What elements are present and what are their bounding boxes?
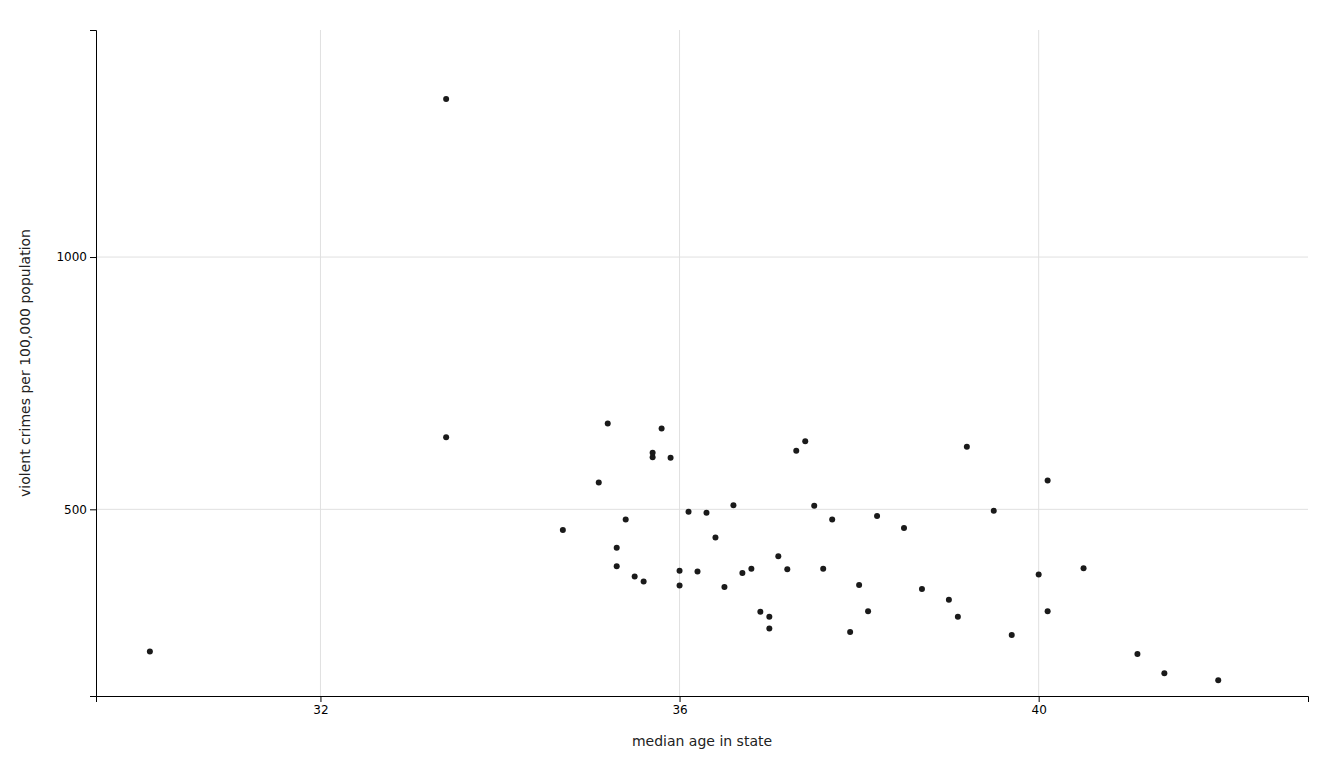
x-grid-line xyxy=(679,30,680,696)
point xyxy=(901,525,907,531)
point xyxy=(605,421,611,427)
point xyxy=(766,614,772,620)
point xyxy=(946,597,952,603)
point xyxy=(775,553,781,559)
point xyxy=(1045,478,1051,484)
x-axis-title: median age in state xyxy=(632,733,772,749)
y-tick: 500 xyxy=(64,503,96,517)
x-tick: 36 xyxy=(672,696,687,717)
x-grid-line xyxy=(320,30,321,696)
point xyxy=(1215,677,1221,683)
point xyxy=(721,584,727,590)
point xyxy=(919,586,925,592)
point xyxy=(757,609,763,615)
y-tick-mark xyxy=(90,509,96,510)
point xyxy=(784,566,790,572)
x-tick: 32 xyxy=(313,696,328,717)
point xyxy=(596,480,602,486)
point xyxy=(802,438,808,444)
point xyxy=(632,573,638,579)
point xyxy=(1134,651,1140,657)
point xyxy=(748,566,754,572)
point xyxy=(1081,565,1087,571)
x-tick-mark xyxy=(320,696,321,702)
point xyxy=(793,448,799,454)
point xyxy=(650,450,656,456)
x-tick-label: 40 xyxy=(1032,703,1047,717)
y-axis-line xyxy=(90,31,97,697)
point xyxy=(623,516,629,522)
x-axis: 32 36 40 xyxy=(97,696,1309,717)
point xyxy=(443,434,449,440)
y-grid-line xyxy=(96,257,1308,258)
grid xyxy=(96,30,1308,696)
point xyxy=(739,570,745,576)
point xyxy=(686,509,692,515)
x-tick: 40 xyxy=(1032,696,1047,717)
point xyxy=(811,503,817,509)
chart: 32 36 40 500 1000 median age in state violent … xyxy=(0,0,1344,768)
y-axis: 500 1000 xyxy=(56,31,96,697)
point xyxy=(955,614,961,620)
point xyxy=(847,629,853,635)
points xyxy=(147,96,1221,683)
point xyxy=(1045,608,1051,614)
point xyxy=(695,568,701,574)
point xyxy=(766,625,772,631)
point xyxy=(820,566,826,572)
point xyxy=(865,608,871,614)
x-grid-line xyxy=(1038,30,1039,696)
x-axis-line xyxy=(97,697,1309,703)
y-tick-mark xyxy=(90,257,96,258)
y-tick-label: 500 xyxy=(64,503,87,517)
point xyxy=(614,545,620,551)
point xyxy=(677,568,683,574)
point xyxy=(730,502,736,508)
point xyxy=(874,513,880,519)
x-tick-mark xyxy=(680,696,681,702)
point xyxy=(1036,571,1042,577)
point xyxy=(1161,670,1167,676)
point xyxy=(147,649,153,655)
point xyxy=(443,96,449,102)
point xyxy=(964,444,970,450)
y-tick-label: 1000 xyxy=(56,250,87,264)
y-tick: 1000 xyxy=(56,250,96,264)
point xyxy=(712,535,718,541)
point xyxy=(614,563,620,569)
point xyxy=(659,426,665,432)
plot: 32 36 40 500 1000 xyxy=(56,30,1308,717)
x-tick-mark xyxy=(1039,696,1040,702)
x-tick-label: 32 xyxy=(313,703,328,717)
y-axis-title: violent crimes per 100,000 population xyxy=(17,229,33,497)
point xyxy=(829,516,835,522)
point xyxy=(668,455,674,461)
point xyxy=(1009,632,1015,638)
point xyxy=(641,578,647,584)
point xyxy=(677,583,683,589)
x-tick-label: 36 xyxy=(672,703,687,717)
point xyxy=(991,508,997,514)
point xyxy=(856,582,862,588)
point xyxy=(560,527,566,533)
y-grid-line xyxy=(96,509,1308,510)
point xyxy=(703,510,709,516)
